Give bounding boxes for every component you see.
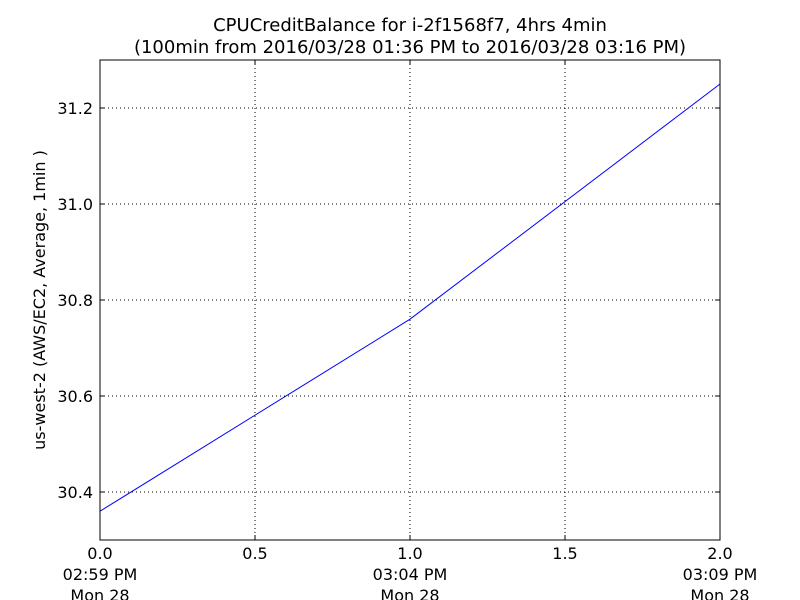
x-tick-time-label: 03:09 PM — [683, 565, 758, 584]
chart-title: CPUCreditBalance for i-2f1568f7, 4hrs 4m… — [213, 15, 607, 36]
x-tick-time-label: 03:04 PM — [373, 565, 448, 584]
x-tick-label: 2.0 — [707, 544, 732, 563]
x-tick-date-label: Mon 28 — [690, 586, 749, 600]
y-tick-label: 31.0 — [57, 195, 93, 214]
x-tick-label: 1.5 — [552, 544, 577, 563]
x-tick-label: 0.0 — [87, 544, 112, 563]
y-tick-label: 31.2 — [57, 99, 93, 118]
x-tick-date-label: Mon 28 — [70, 586, 129, 600]
y-tick-label: 30.8 — [57, 291, 93, 310]
x-tick-label: 0.5 — [242, 544, 267, 563]
y-tick-label: 30.6 — [57, 387, 93, 406]
y-tick-label: 30.4 — [57, 483, 93, 502]
x-tick-date-label: Mon 28 — [380, 586, 439, 600]
x-tick-label: 1.0 — [397, 544, 422, 563]
x-tick-time-label: 02:59 PM — [63, 565, 138, 584]
chart-subtitle: (100min from 2016/03/28 01:36 PM to 2016… — [134, 37, 686, 58]
series-line — [99, 83, 721, 512]
series-layer — [99, 83, 721, 512]
y-axis-label: us-west-2 (AWS/EC2, Average, 1min ) — [30, 150, 49, 450]
axis-ticks: 0.0 02:59 PM Mon 28 0.5 1.0 03:04 PM Mon 28 1.5… — [57, 60, 757, 600]
